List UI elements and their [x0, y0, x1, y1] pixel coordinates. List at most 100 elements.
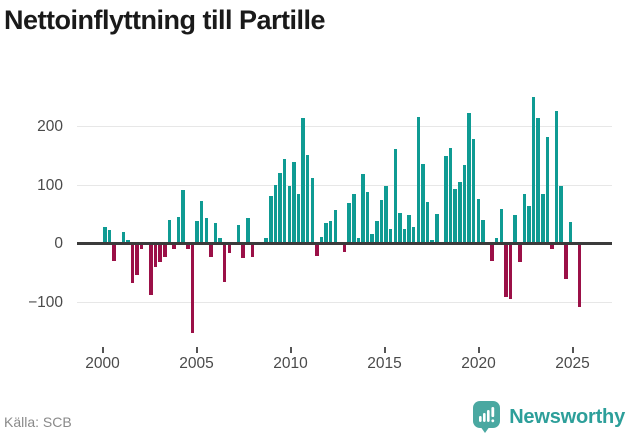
bar-q8 [139, 243, 144, 249]
bar-q98 [554, 110, 559, 243]
footer: Källa: SCB Newsworthy [0, 398, 631, 439]
bar-q39 [282, 159, 287, 243]
bar-q48 [324, 223, 328, 243]
bar-q0 [103, 227, 107, 243]
x-axis-tick [195, 347, 198, 353]
x-axis-label: 2010 [273, 355, 308, 372]
bar-q7 [135, 243, 139, 275]
bar-q86 [499, 208, 503, 243]
bar-q25 [218, 237, 222, 243]
bar-q40 [287, 186, 291, 243]
bar-q17 [181, 189, 185, 243]
bar-q26 [222, 243, 227, 282]
bar-q95 [541, 193, 545, 243]
bar-q12 [158, 243, 162, 262]
bar-q44 [305, 154, 310, 243]
bar-q45 [310, 178, 314, 243]
bar-q65 [402, 229, 407, 243]
bar-q97 [550, 243, 554, 250]
bar-q88 [508, 243, 513, 299]
bar-q10 [149, 243, 153, 296]
bar-q69 [421, 164, 425, 243]
bar-q93 [531, 97, 536, 243]
bar-q101 [568, 221, 573, 243]
y-axis-label: 200 [37, 118, 63, 135]
bar-q103 [577, 243, 582, 308]
bar-q63 [393, 148, 397, 243]
bar-q92 [527, 206, 531, 243]
x-axis-label: 2000 [85, 355, 120, 372]
bar-q24 [213, 223, 218, 243]
bar-q55 [356, 237, 361, 243]
y-axis-label: −100 [28, 293, 63, 311]
bar-q50 [333, 209, 338, 243]
bar-q90 [518, 243, 522, 263]
bar-q82 [481, 220, 485, 243]
bar-q21 [199, 200, 204, 243]
bar-q29 [236, 225, 241, 243]
x-axis-tick [477, 347, 480, 353]
bar-q62 [388, 229, 393, 243]
bar-q91 [522, 194, 527, 243]
bar-q57 [365, 192, 370, 243]
bar-q100 [564, 243, 568, 280]
bar-q37 [273, 184, 278, 243]
bar-q74 [444, 155, 448, 243]
bar-q71 [430, 239, 434, 243]
bar-chart-exclamation-bubble-icon [473, 401, 501, 433]
bar-q41 [292, 161, 296, 243]
y-axis-label: 100 [37, 176, 63, 194]
bar-q58 [370, 234, 374, 243]
bar-q81 [476, 198, 480, 243]
bar-q66 [407, 214, 411, 243]
bar-q23 [209, 243, 213, 257]
bar-q36 [269, 195, 273, 243]
bar-q43 [301, 118, 305, 243]
bar-q5 [126, 239, 130, 243]
bar-q4 [121, 231, 125, 243]
newsworthy-branding: Newsworthy [472, 400, 625, 434]
bar-q67 [411, 227, 416, 243]
chart-title: Nettoinflyttning till Partille [4, 5, 326, 35]
bar-q96 [545, 136, 550, 243]
gridline-100 [77, 184, 612, 186]
bar-q31 [246, 217, 250, 243]
bar-q60 [379, 199, 384, 243]
x-axis-tick [571, 347, 574, 353]
y-axis-label: 0 [54, 235, 63, 252]
bar-q46 [315, 243, 319, 256]
bar-q52 [342, 243, 347, 252]
bar-q32 [250, 243, 255, 257]
bar-q99 [559, 185, 563, 243]
gridline--100 [77, 301, 612, 303]
bar-q16 [176, 217, 181, 243]
bar-q89 [513, 214, 517, 243]
bar-q49 [328, 221, 333, 243]
bar-q53 [347, 202, 351, 243]
bar-q84 [490, 243, 494, 261]
bar-q20 [195, 221, 199, 243]
bar-q72 [435, 213, 439, 244]
bar-q30 [241, 243, 245, 258]
bar-q11 [153, 243, 158, 267]
bar-q13 [163, 243, 167, 257]
x-axis-tick [289, 347, 292, 353]
brand-name: Newsworthy [509, 405, 625, 428]
bar-q35 [264, 238, 268, 243]
bar-q14 [167, 219, 172, 243]
bar-q42 [296, 194, 301, 243]
bar-q76 [453, 189, 457, 243]
bar-q61 [384, 186, 388, 243]
bar-q70 [425, 201, 430, 243]
bar-chart: 200 100 0 −100 2000 2005 2010 2015 2020 2025 [28, 97, 612, 372]
x-axis-label: 2020 [461, 355, 496, 372]
bar-q64 [398, 213, 402, 243]
bar-q2 [112, 243, 116, 262]
bar-q15 [172, 243, 176, 250]
bar-q78 [462, 164, 467, 243]
bar-q19 [190, 243, 195, 334]
bar-q54 [352, 194, 356, 243]
gridline-200 [77, 126, 612, 127]
bar-q75 [448, 148, 453, 243]
x-axis-tick [383, 347, 386, 353]
